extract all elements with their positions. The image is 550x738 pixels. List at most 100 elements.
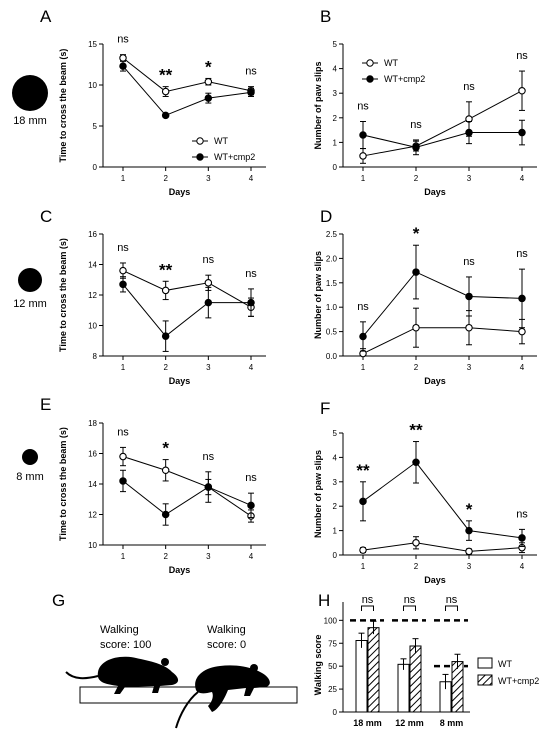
legend-label: WT xyxy=(384,58,398,68)
point-wt xyxy=(161,286,170,295)
y-tick-label: 14 xyxy=(88,480,97,489)
y-tick-label: 5 xyxy=(333,40,338,49)
y-tick-label: 25 xyxy=(328,685,337,694)
x-tick-label: 3 xyxy=(206,363,211,372)
y-axis-title: Time to cross the beam (s) xyxy=(58,49,68,163)
x-axis-title: Days xyxy=(424,575,446,585)
chart-B: 0 1 2 3 4 5 1 2 3 4 Days Number of paw slips ns ns ns n… xyxy=(313,40,537,197)
y-axis-title: Walking score xyxy=(313,635,323,696)
mouse-slipping-ear xyxy=(250,664,258,672)
y-tick-label: 2 xyxy=(333,114,338,123)
significance-bracket xyxy=(403,605,416,611)
y-tick-label: 10 xyxy=(88,322,97,331)
significance-ns: ns xyxy=(404,594,416,606)
x-axis-title: Days xyxy=(169,376,191,386)
point-wt xyxy=(359,546,367,554)
significance-ns: ns xyxy=(117,34,129,46)
beam-size-label-2: 12 mm xyxy=(13,298,47,310)
x-tick-label: 3 xyxy=(467,363,472,372)
x-tick-label: 1 xyxy=(121,174,126,183)
point-wt-cmp2 xyxy=(247,298,255,307)
point-wt xyxy=(119,266,127,275)
legend-marker-wt-cmp2 xyxy=(196,153,204,161)
legend-label: WT+cmp2 xyxy=(384,74,425,84)
point-wt-cmp2 xyxy=(204,94,213,102)
beam-size-label-1: 18 mm xyxy=(13,115,47,127)
x-tick-label: 3 xyxy=(467,562,472,571)
y-tick-label: 8 xyxy=(93,352,98,361)
significance-ns: ns xyxy=(516,508,528,520)
y-tick-label: 15 xyxy=(88,40,97,49)
x-tick-label: 2 xyxy=(163,363,168,372)
series-line-wt xyxy=(362,327,523,355)
significance-ns: ns xyxy=(203,451,215,463)
x-tick-label: 1 xyxy=(361,174,366,183)
walking-score-text: score: 0 xyxy=(207,639,246,651)
significance-ns: ns xyxy=(463,256,475,268)
mouse-walking-tail xyxy=(65,671,99,680)
point-wt-cmp2 xyxy=(359,497,367,506)
x-axis-title: Days xyxy=(169,565,191,575)
bar-wt xyxy=(397,663,410,713)
point-wt xyxy=(359,152,367,160)
mouse-walking-ear xyxy=(161,658,169,666)
y-tick-label: 12 xyxy=(88,291,97,300)
x-tick-label: 3 xyxy=(206,174,211,183)
significance-ns: ns xyxy=(516,248,528,260)
point-wt-cmp2 xyxy=(465,292,473,301)
series-line-wt xyxy=(362,90,523,157)
y-tick-label: 12 xyxy=(88,511,97,520)
bar-wt-cmp2 xyxy=(367,627,380,713)
y-tick-label: 4 xyxy=(333,65,338,74)
significance-stars: * xyxy=(205,57,212,76)
panel-label-A: A xyxy=(40,7,52,26)
point-wt-cmp2 xyxy=(204,298,213,307)
y-tick-label: 2.0 xyxy=(326,254,338,263)
point-wt xyxy=(204,279,213,287)
significance-bracket xyxy=(445,605,458,611)
point-wt-cmp2 xyxy=(518,294,526,303)
significance-ns: ns xyxy=(362,594,374,606)
panel-label-H: H xyxy=(318,591,330,610)
series-line-wt xyxy=(122,456,252,517)
panel-label-D: D xyxy=(320,207,332,226)
point-wt-cmp2 xyxy=(161,510,170,519)
x-tick-label: 2 xyxy=(414,174,419,183)
legend-marker-wt xyxy=(366,59,374,67)
x-tick-label: 4 xyxy=(520,363,525,372)
significance-ns: ns xyxy=(117,426,129,438)
y-tick-label: 5 xyxy=(333,429,338,438)
significance-stars: * xyxy=(466,500,473,519)
bar-wt-cmp2 xyxy=(409,645,422,713)
y-axis-title: Number of paw slips xyxy=(313,450,323,538)
series-line-wt-cmp2 xyxy=(122,65,252,116)
x-axis-title: Days xyxy=(169,187,191,197)
point-wt-cmp2 xyxy=(518,534,526,542)
point-wt xyxy=(161,466,170,475)
legend-swatch-wt xyxy=(477,657,493,669)
beam-circle-1 xyxy=(12,75,48,111)
panel-label-C: C xyxy=(40,207,52,226)
point-wt-cmp2 xyxy=(465,128,473,137)
walking-score-text: score: 100 xyxy=(100,639,151,651)
significance-stars: ** xyxy=(409,421,423,440)
y-tick-label: 10 xyxy=(88,81,97,90)
y-axis-title: Number of paw slips xyxy=(313,61,323,149)
legend-label: WT+cmp2 xyxy=(498,676,539,686)
x-tick-label: 4 xyxy=(249,552,254,561)
point-wt xyxy=(465,323,473,332)
legend-swatch-wt-cmp2 xyxy=(477,674,493,686)
chart-D: 0.0 0.5 1.0 1.5 2.0 2.5 1 2 3 4 Days Number of paw … xyxy=(313,224,537,386)
point-wt-cmp2 xyxy=(119,477,127,485)
significance-ns: ns xyxy=(245,66,257,78)
x-tick-label: 2 xyxy=(163,174,168,183)
point-wt-cmp2 xyxy=(161,111,170,120)
panel-label-G: G xyxy=(52,591,65,610)
point-wt-cmp2 xyxy=(119,62,127,70)
legend-marker-wt xyxy=(196,137,204,145)
x-tick-label: 4 xyxy=(249,363,254,372)
y-tick-label: 0 xyxy=(333,708,338,717)
bar-wt xyxy=(355,640,368,713)
